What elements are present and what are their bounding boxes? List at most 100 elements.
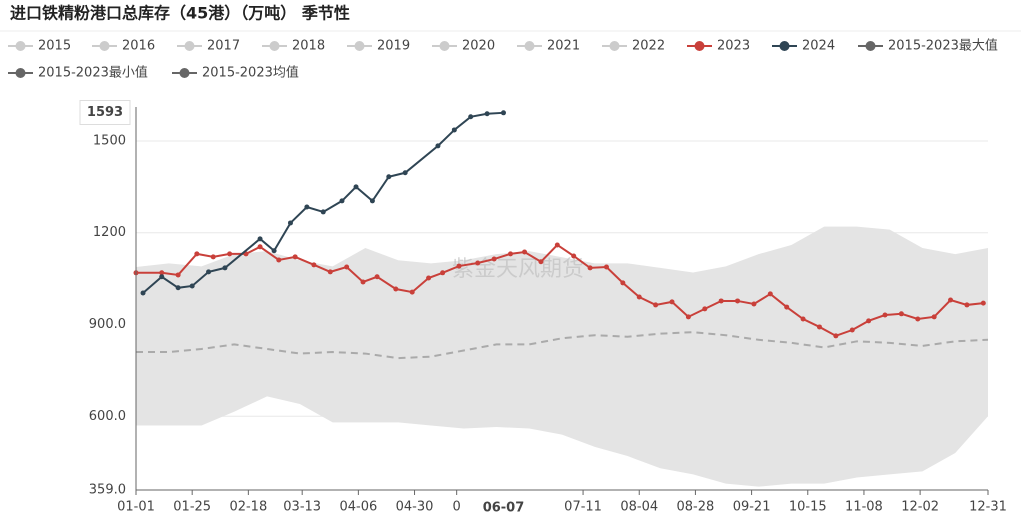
data-point: [866, 318, 872, 324]
data-point: [210, 254, 216, 260]
pointer-x-label: 06-07: [483, 501, 525, 516]
legend-symbol-dot: [779, 41, 790, 51]
legend-symbol-dot: [694, 41, 705, 51]
legend-symbol-dot: [524, 41, 535, 51]
data-point: [451, 127, 457, 133]
data-point: [964, 302, 970, 308]
data-point: [402, 170, 408, 176]
legend-label: 2018: [292, 39, 325, 54]
x-tick-label: 09-21: [733, 500, 771, 515]
legend-symbol-dot: [439, 41, 450, 51]
data-point: [882, 312, 888, 318]
data-point: [767, 291, 773, 297]
x-tick-label: 12-02: [901, 500, 939, 515]
x-tick-label: 12-31: [969, 500, 1007, 515]
legend-label: 2015-2023均值: [202, 65, 299, 81]
data-point: [369, 198, 375, 204]
x-tick-label: 07-11: [564, 500, 602, 515]
data-point: [386, 174, 392, 180]
x-tick-label: 08-28: [677, 500, 715, 515]
data-point: [718, 298, 724, 304]
data-point: [603, 264, 609, 270]
x-tick-label: 03-13: [283, 500, 321, 515]
x-tick-label: 01-01: [117, 500, 155, 515]
data-point: [554, 242, 560, 248]
data-point: [735, 298, 741, 304]
data-point: [800, 316, 806, 322]
data-point: [587, 265, 593, 271]
data-point: [508, 251, 514, 257]
data-point: [522, 249, 528, 255]
y-tick-label: 1200: [93, 225, 126, 240]
legend-label: 2023: [717, 39, 750, 54]
watermark: 紫金天风期货: [452, 257, 584, 282]
x-tick-label: 11-08: [845, 500, 883, 515]
data-point: [538, 259, 544, 265]
x-tick-label: 08-04: [620, 500, 658, 515]
data-point: [206, 269, 212, 275]
y-tick-label: 1500: [93, 133, 126, 148]
legend-label: 2016: [122, 39, 155, 54]
legend-symbol-dot: [269, 41, 280, 51]
data-point: [751, 301, 757, 307]
data-point: [344, 264, 350, 270]
data-point: [257, 244, 263, 250]
x-tick-label: 04-06: [339, 500, 377, 515]
data-point: [702, 306, 708, 312]
y-tick-label: 600.0: [89, 409, 126, 424]
series-line: [136, 331, 989, 360]
legend-label: 2015-2023最大值: [888, 38, 998, 54]
x-tick-label: 01-25: [173, 500, 211, 515]
data-point: [320, 209, 326, 215]
data-point: [784, 304, 790, 310]
data-point: [620, 280, 626, 286]
data-point: [500, 110, 506, 116]
x-tick-label: 10-15: [789, 500, 827, 515]
legend-label: 2017: [207, 39, 240, 54]
data-point: [175, 285, 181, 291]
data-point: [440, 270, 446, 276]
data-point: [374, 274, 380, 280]
legend-symbol-dot: [15, 41, 26, 51]
pointer-y-label: 1593: [87, 105, 123, 120]
y-tick-label: 900.0: [89, 317, 126, 332]
data-point: [304, 204, 310, 210]
data-point: [194, 251, 200, 257]
data-point: [475, 260, 481, 266]
legend-symbol-dot: [184, 41, 195, 51]
legend-label: 2015: [38, 39, 71, 54]
data-point: [653, 302, 659, 308]
data-point: [393, 286, 399, 292]
legend-symbol-dot: [15, 68, 26, 78]
legend-label: 2019: [377, 39, 410, 54]
legend-label: 2015-2023最小值: [38, 65, 148, 81]
legend-symbol-dot: [179, 68, 190, 78]
data-point: [360, 279, 366, 285]
data-point: [175, 272, 181, 278]
legend-label: 2024: [802, 39, 835, 54]
x-tick-label: 0: [453, 500, 461, 515]
data-point: [833, 333, 839, 339]
x-tick-label: 02-18: [229, 500, 267, 515]
pointer-x-box: [475, 495, 532, 519]
chart-title: 进口铁精粉港口总库存（45港）（万吨） 季节性: [10, 4, 350, 23]
data-point: [468, 114, 474, 120]
data-point: [276, 257, 282, 263]
range-band: [136, 226, 988, 487]
data-point: [271, 248, 277, 254]
legend-label: 2020: [462, 39, 495, 54]
pointer-y-box: [79, 100, 131, 126]
x-tick-label: 04-30: [396, 500, 434, 515]
data-point: [898, 311, 904, 317]
data-point: [571, 253, 577, 259]
data-point: [339, 198, 345, 204]
data-point: [435, 143, 441, 149]
data-point: [484, 111, 490, 117]
legend-symbol-dot: [609, 41, 620, 51]
legend-symbol-dot: [354, 41, 365, 51]
data-point: [353, 184, 359, 190]
data-point: [669, 299, 675, 305]
data-point: [948, 297, 954, 303]
data-point: [816, 324, 822, 330]
